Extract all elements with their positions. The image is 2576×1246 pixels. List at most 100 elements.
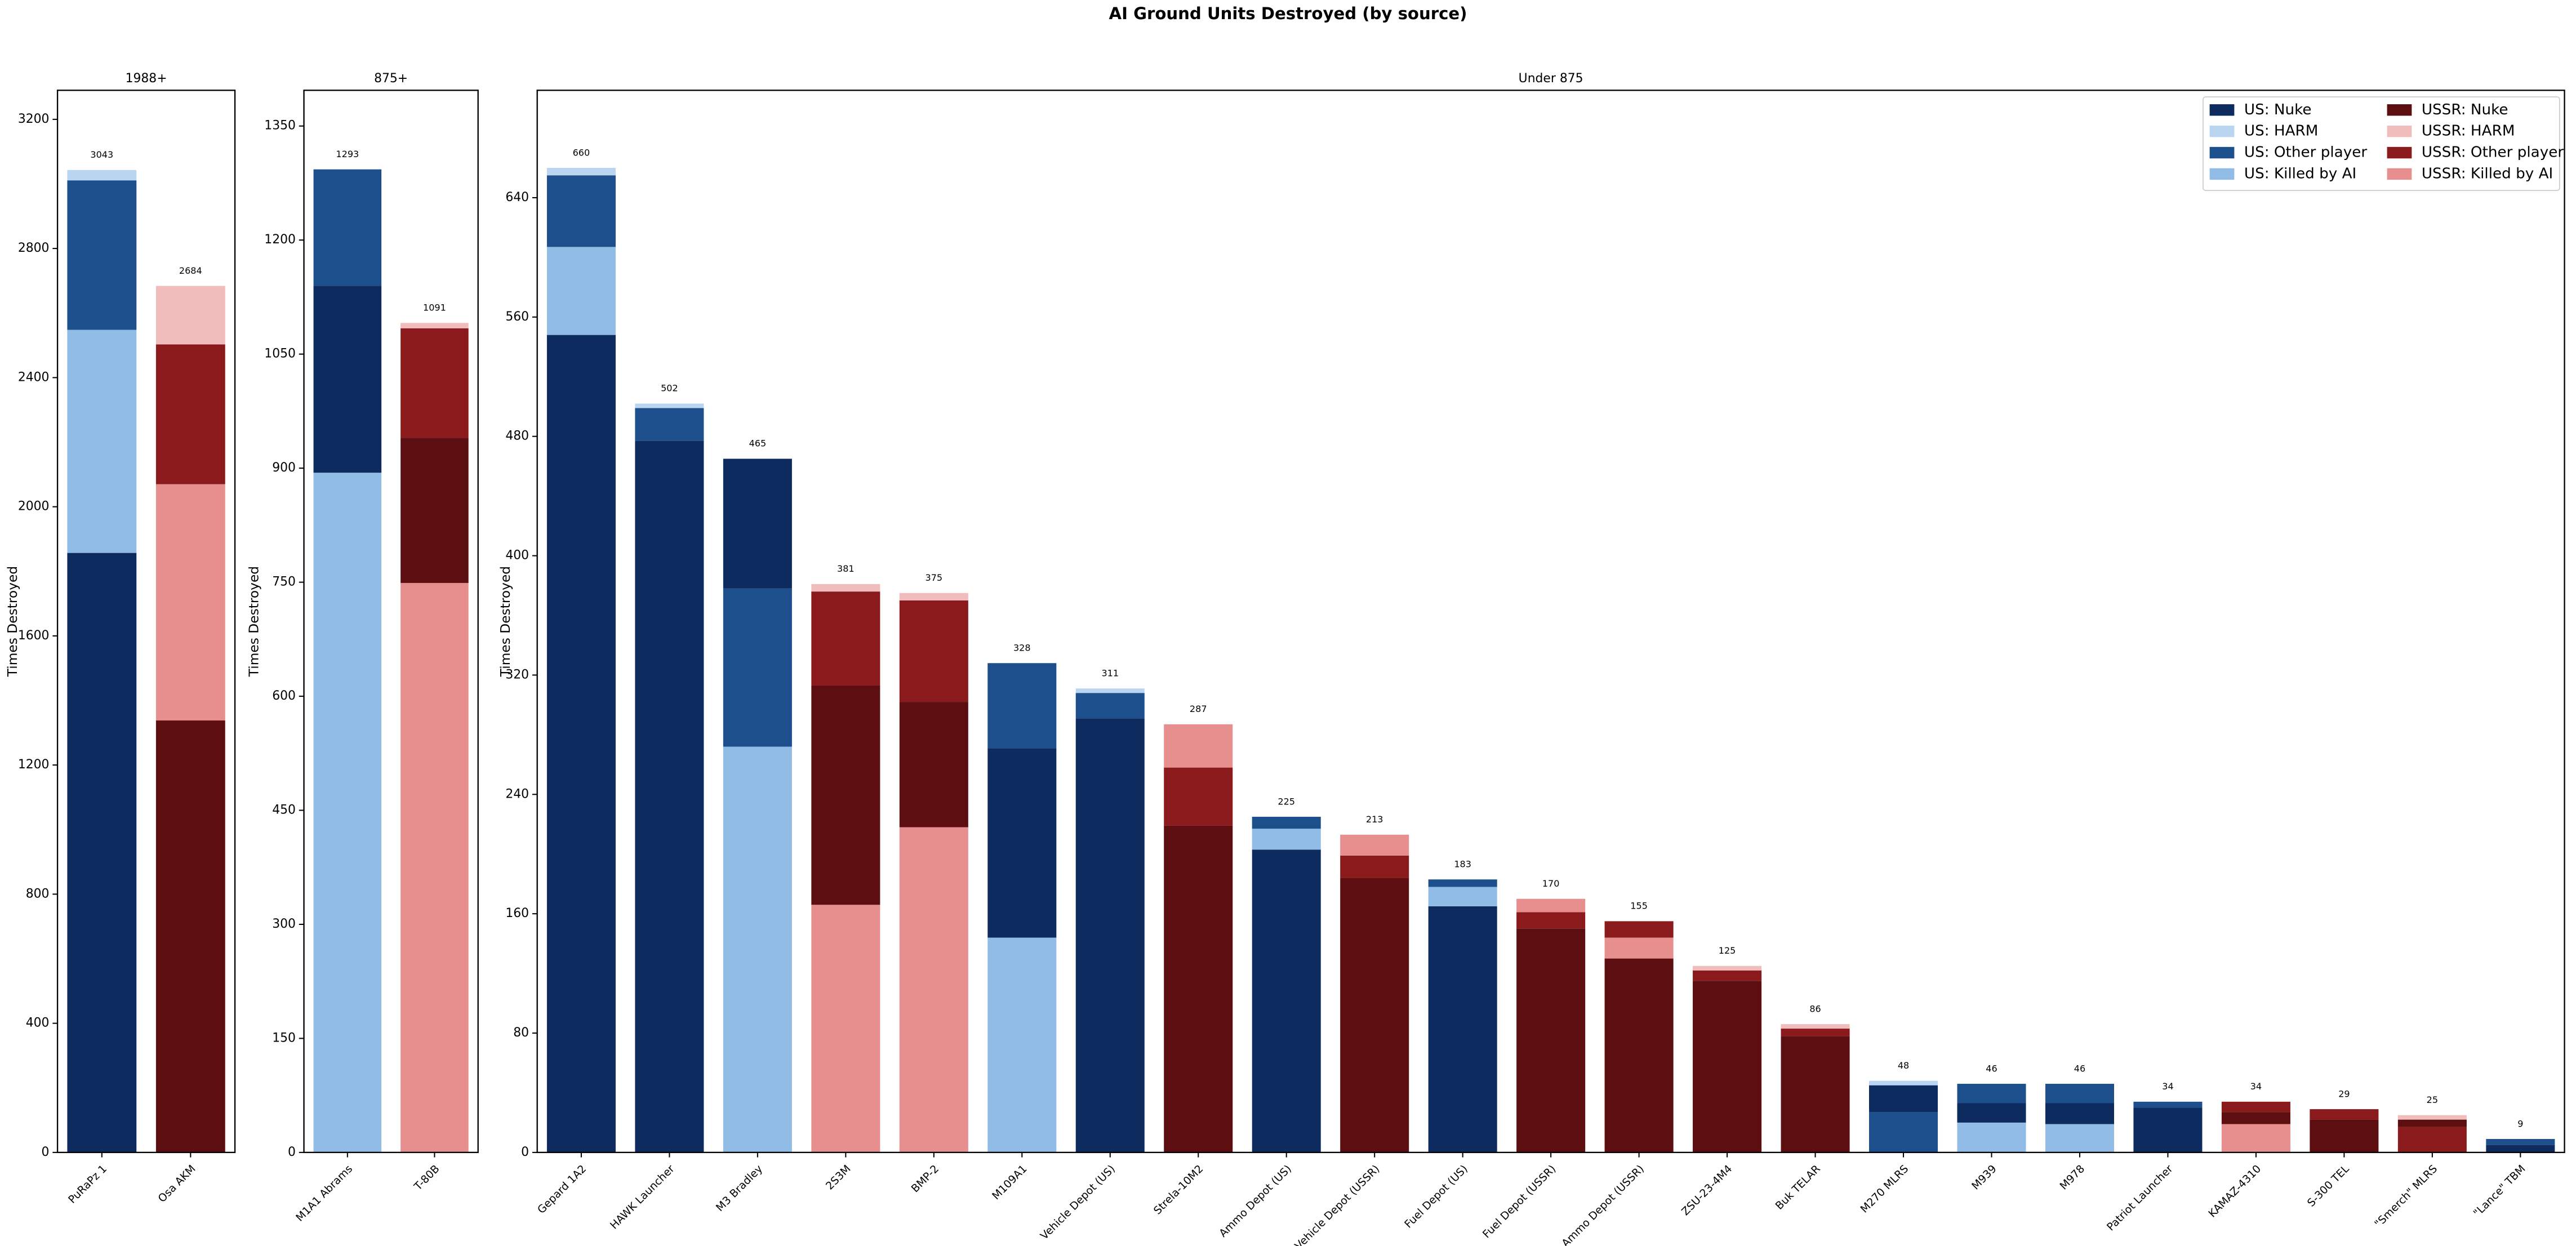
y-tick-label: 1200 bbox=[264, 233, 296, 247]
legend-swatch bbox=[2209, 168, 2235, 180]
panel-title: 1988+ bbox=[126, 72, 167, 86]
bar-segment bbox=[1957, 1122, 2026, 1152]
bar-segment bbox=[67, 330, 137, 553]
bar-segment bbox=[1428, 906, 1497, 1152]
y-tick-label: 240 bbox=[505, 787, 529, 801]
bar-segment bbox=[67, 553, 137, 1152]
y-tick-label: 80 bbox=[513, 1026, 529, 1040]
legend-swatch bbox=[2209, 104, 2235, 116]
y-tick-label: 400 bbox=[505, 549, 529, 563]
bar-segment bbox=[1604, 921, 1674, 938]
bar-segment bbox=[987, 663, 1057, 749]
y-tick-label: 800 bbox=[26, 887, 50, 901]
y-tick-label: 750 bbox=[272, 575, 296, 589]
bar-segment bbox=[1428, 887, 1497, 906]
bar-segment bbox=[899, 702, 968, 827]
bar-segment bbox=[1075, 693, 1145, 719]
total-label: 183 bbox=[1454, 859, 1471, 870]
bar-segment bbox=[723, 746, 792, 1152]
bar-segment bbox=[2045, 1124, 2115, 1152]
legend-label: US: Other player bbox=[2244, 144, 2367, 161]
bar-segment bbox=[546, 335, 616, 1152]
legend-swatch bbox=[2387, 125, 2412, 137]
bar-segment bbox=[1869, 1085, 1938, 1112]
y-axis-label: Times Destroyed bbox=[5, 566, 20, 677]
total-label: 86 bbox=[1809, 1003, 1821, 1014]
bar-segment bbox=[1516, 912, 1586, 929]
y-tick-label: 640 bbox=[505, 190, 529, 204]
bar-segment bbox=[1075, 688, 1145, 693]
bar-segment bbox=[2486, 1139, 2555, 1145]
y-tick-label: 450 bbox=[272, 803, 296, 817]
bar-segment bbox=[313, 286, 382, 473]
y-tick-label: 150 bbox=[272, 1031, 296, 1045]
total-label: 25 bbox=[2427, 1094, 2438, 1105]
legend-swatch bbox=[2209, 125, 2235, 137]
y-tick-label: 480 bbox=[505, 429, 529, 443]
bar-segment bbox=[2310, 1109, 2379, 1120]
bar-segment bbox=[635, 408, 704, 441]
bar-segment bbox=[1957, 1084, 2026, 1103]
total-label: 34 bbox=[2250, 1081, 2262, 1092]
legend-swatch bbox=[2209, 146, 2235, 159]
bar-segment bbox=[2133, 1107, 2203, 1152]
bar-segment bbox=[1340, 855, 1409, 878]
bar-segment bbox=[1781, 1029, 1850, 1036]
bar-segment bbox=[2397, 1119, 2467, 1127]
bar-segment bbox=[899, 827, 968, 1152]
bar-segment bbox=[1869, 1112, 1938, 1152]
y-tick-label: 400 bbox=[26, 1016, 50, 1030]
y-tick-label: 2000 bbox=[18, 500, 50, 514]
y-tick-label: 320 bbox=[505, 668, 529, 682]
y-tick-label: 1200 bbox=[18, 758, 50, 772]
y-tick-label: 2400 bbox=[18, 370, 50, 384]
y-tick-label: 160 bbox=[505, 906, 529, 920]
total-label: 9 bbox=[2517, 1118, 2523, 1129]
total-label: 1091 bbox=[423, 302, 446, 313]
bar-segment bbox=[2045, 1103, 2115, 1124]
bar-segment bbox=[811, 905, 880, 1152]
bar-segment bbox=[811, 591, 880, 686]
bar-segment bbox=[1604, 937, 1674, 959]
bar-segment bbox=[155, 344, 225, 484]
bar-segment bbox=[401, 328, 469, 438]
y-axis-label: Times Destroyed bbox=[247, 566, 262, 677]
figure-title: AI Ground Units Destroyed (by source) bbox=[1109, 4, 1467, 23]
panel-title: Under 875 bbox=[1519, 72, 1583, 86]
y-tick-label: 0 bbox=[288, 1145, 296, 1159]
y-tick-label: 600 bbox=[272, 689, 296, 703]
bar-segment bbox=[2310, 1119, 2379, 1152]
legend-label: USSR: Other player bbox=[2422, 144, 2564, 161]
legend-swatch bbox=[2387, 146, 2412, 159]
total-label: 213 bbox=[1366, 814, 1383, 825]
bar-segment bbox=[1164, 724, 1233, 768]
bar-segment bbox=[401, 323, 469, 328]
total-label: 29 bbox=[2338, 1088, 2350, 1099]
bar-segment bbox=[1781, 1024, 1850, 1029]
bar-segment bbox=[1957, 1103, 2026, 1123]
y-tick-label: 1050 bbox=[264, 347, 296, 361]
total-label: 34 bbox=[2162, 1081, 2173, 1092]
total-label: 465 bbox=[749, 438, 767, 449]
bar-segment bbox=[401, 582, 469, 1152]
total-label: 125 bbox=[1719, 945, 1736, 956]
plot-frame bbox=[56, 90, 236, 1154]
y-tick-label: 900 bbox=[272, 461, 296, 475]
bar-segment bbox=[1164, 825, 1233, 1152]
legend-swatch bbox=[2387, 168, 2412, 180]
total-label: 48 bbox=[1898, 1060, 1909, 1071]
total-label: 225 bbox=[1278, 796, 1295, 807]
legend-label: USSR: Nuke bbox=[2422, 101, 2508, 118]
bar-segment bbox=[1428, 879, 1497, 887]
bar-segment bbox=[1164, 767, 1233, 826]
total-label: 660 bbox=[573, 147, 590, 158]
bar-segment bbox=[2221, 1101, 2290, 1112]
y-tick-label: 1350 bbox=[264, 119, 296, 133]
y-tick-label: 1600 bbox=[18, 629, 50, 643]
bar-segment bbox=[155, 286, 225, 345]
bar-segment bbox=[67, 170, 137, 181]
total-label: 502 bbox=[661, 383, 678, 394]
legend-swatch bbox=[2387, 104, 2412, 116]
bar-segment bbox=[313, 473, 382, 1152]
plot-frame bbox=[303, 90, 479, 1154]
